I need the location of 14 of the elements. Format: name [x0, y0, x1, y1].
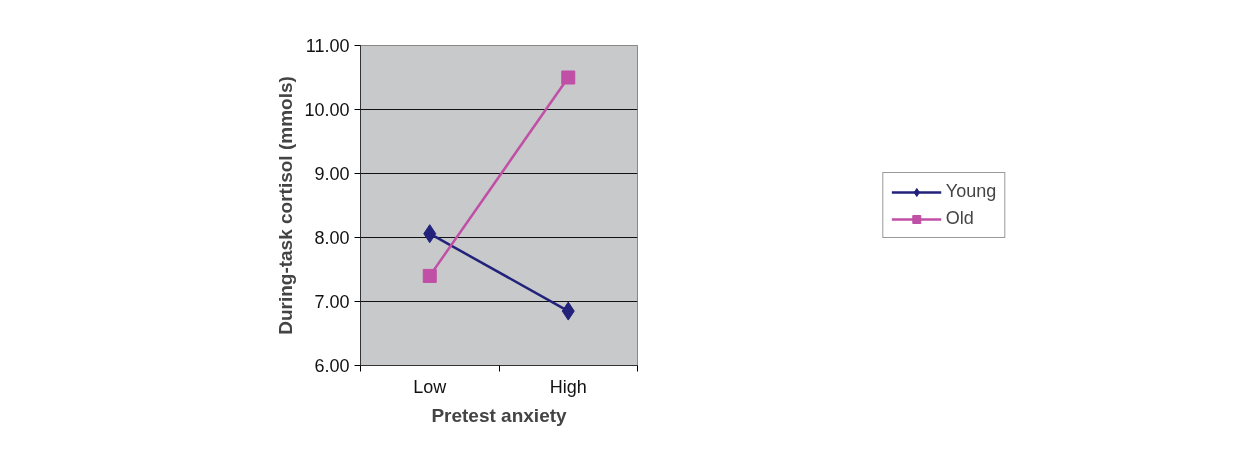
- y-tick-label: 8.00: [314, 228, 350, 248]
- point: [422, 268, 437, 283]
- y-tick-label: 6.00: [314, 356, 350, 376]
- x-tick-label: Low: [413, 376, 448, 397]
- x-axis-title: Pretest anxiety: [431, 404, 568, 426]
- y-tick-label: 9.00: [314, 164, 350, 184]
- y-tick-label: 10.00: [304, 100, 350, 120]
- y-tick-label: 7.00: [314, 292, 350, 312]
- legend-label: Young: [945, 181, 997, 202]
- legend-label: Old: [945, 208, 974, 229]
- y-tick-label: 11.00: [305, 36, 350, 56]
- point: [561, 70, 576, 85]
- x-tick-label: High: [549, 376, 587, 397]
- y-axis-title: During-task cortisol (mmols): [275, 76, 297, 335]
